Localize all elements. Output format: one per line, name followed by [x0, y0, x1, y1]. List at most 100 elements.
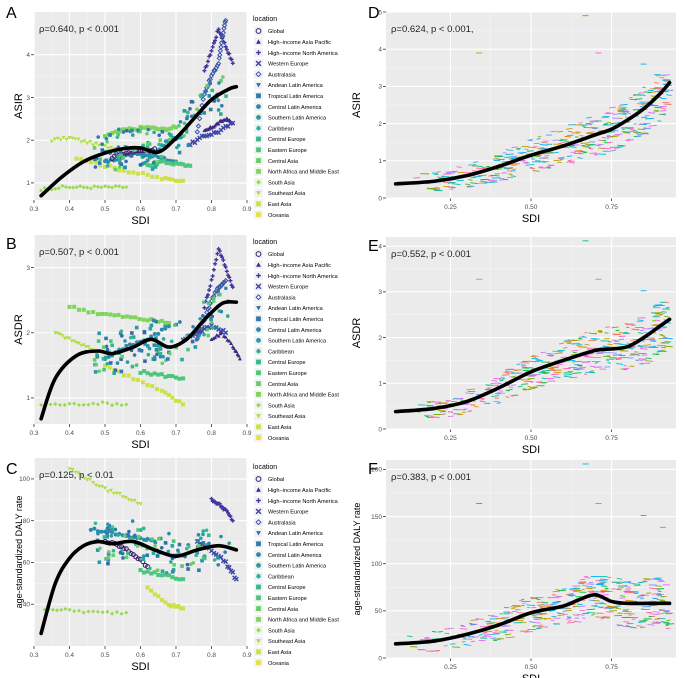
trajectory-segment: [600, 589, 608, 592]
panel-F: F 0.25 0.50 0.75 0 50 100 150 200 ρ=0.383, p < 0.…: [352, 460, 676, 678]
trajectory-segment: [626, 612, 635, 615]
trajectory-segment: [588, 144, 597, 146]
data-point: [131, 335, 136, 339]
trajectory-segment: [533, 618, 538, 621]
data-point: [137, 317, 142, 322]
data-point: [171, 568, 176, 572]
data-point: [64, 137, 69, 142]
data-point: [74, 185, 79, 190]
data-point: [178, 320, 182, 324]
panel-letter-F: F: [368, 461, 378, 478]
trajectory-segment: [639, 626, 646, 629]
trajectory-segment: [559, 342, 564, 345]
trajectory-segment: [625, 323, 635, 326]
y-tick-label: 80: [23, 518, 31, 525]
data-point: [209, 48, 214, 53]
legend-label: Andean Latin America: [268, 83, 324, 89]
data-point: [72, 609, 77, 614]
data-point: [113, 368, 118, 373]
trajectory-segment: [590, 337, 600, 340]
trajectory-segment: [503, 624, 508, 627]
data-point: [205, 306, 211, 312]
legend-label: Central Europe: [268, 137, 306, 143]
data-point: [222, 17, 229, 24]
trajectory-segment: [565, 127, 573, 130]
x-axis-label: SDI: [131, 215, 149, 227]
data-point: [49, 139, 54, 144]
data-point: [119, 403, 124, 408]
legend-label: Western Europe: [268, 285, 308, 291]
trajectory-segment: [501, 625, 511, 627]
y-axis-label: ASIR: [13, 93, 25, 119]
data-point: [135, 556, 141, 562]
data-point: [71, 185, 76, 190]
trajectory-segment: [593, 599, 600, 602]
data-point: [126, 373, 131, 378]
data-point: [146, 352, 151, 357]
data-point: [152, 592, 157, 597]
data-point: [119, 549, 124, 553]
y-tick-label: 3: [378, 289, 382, 296]
data-point: [152, 570, 157, 575]
trajectory-segment: [600, 578, 607, 580]
trajectory-segment: [505, 629, 514, 631]
trajectory-segment: [659, 105, 668, 108]
data-point: [159, 573, 164, 578]
trajectory-segment: [663, 622, 670, 624]
x-tick-label: 0.6: [136, 430, 145, 437]
legend-label: Tropical Latin America: [268, 94, 324, 100]
data-point: [135, 544, 140, 548]
trajectory-segment: [629, 365, 635, 367]
data-point: [100, 484, 105, 489]
data-point: [145, 163, 150, 168]
data-point: [50, 607, 55, 612]
trajectory-segment: [530, 355, 537, 358]
legend-key-bg: [254, 249, 263, 259]
trajectory-segment: [507, 388, 513, 391]
data-point: [58, 138, 63, 142]
data-point: [116, 533, 120, 537]
trajectory-segment: [541, 370, 551, 372]
data-point: [166, 357, 170, 361]
x-tick-label: 0.5: [100, 430, 109, 437]
legend-label: Caribbean: [268, 349, 294, 355]
data-point: [215, 60, 222, 67]
data-point: [186, 347, 190, 352]
trajectory-segment: [492, 632, 500, 634]
data-point: [211, 40, 216, 45]
data-point: [216, 121, 221, 126]
data-point: [113, 129, 118, 134]
trajectory-segment: [582, 146, 591, 148]
legend-label: High−income North America: [268, 499, 339, 505]
trajectory-segment: [577, 582, 585, 585]
data-point: [174, 604, 178, 609]
data-point: [206, 305, 212, 311]
data-point: [218, 282, 224, 288]
data-point: [108, 145, 113, 150]
data-point: [155, 162, 160, 167]
data-point: [119, 357, 123, 361]
data-point: [211, 299, 216, 303]
data-point: [126, 551, 130, 556]
trajectory-segment: [649, 587, 658, 590]
data-point: [184, 130, 189, 134]
trajectory-segment: [528, 387, 535, 390]
legend-label: South Asia: [268, 403, 296, 409]
data-point: [104, 557, 108, 561]
data-point: [208, 81, 212, 86]
trajectory-segment: [503, 371, 513, 373]
trajectory-segment: [602, 616, 611, 618]
legend-label: East Asia: [268, 202, 292, 208]
data-point: [230, 120, 236, 126]
data-point: [97, 484, 102, 489]
data-point: [182, 121, 187, 126]
trajectory-segment: [665, 627, 671, 630]
trajectory-segment: [439, 410, 447, 413]
trajectory-segment: [660, 600, 666, 602]
trajectory-segment: [594, 366, 603, 368]
trajectory-segment: [516, 148, 520, 151]
legend-label: Tropical Latin America: [268, 542, 324, 548]
legend-marker: [256, 50, 261, 55]
trajectory-segment: [631, 328, 637, 331]
data-point: [76, 307, 81, 312]
